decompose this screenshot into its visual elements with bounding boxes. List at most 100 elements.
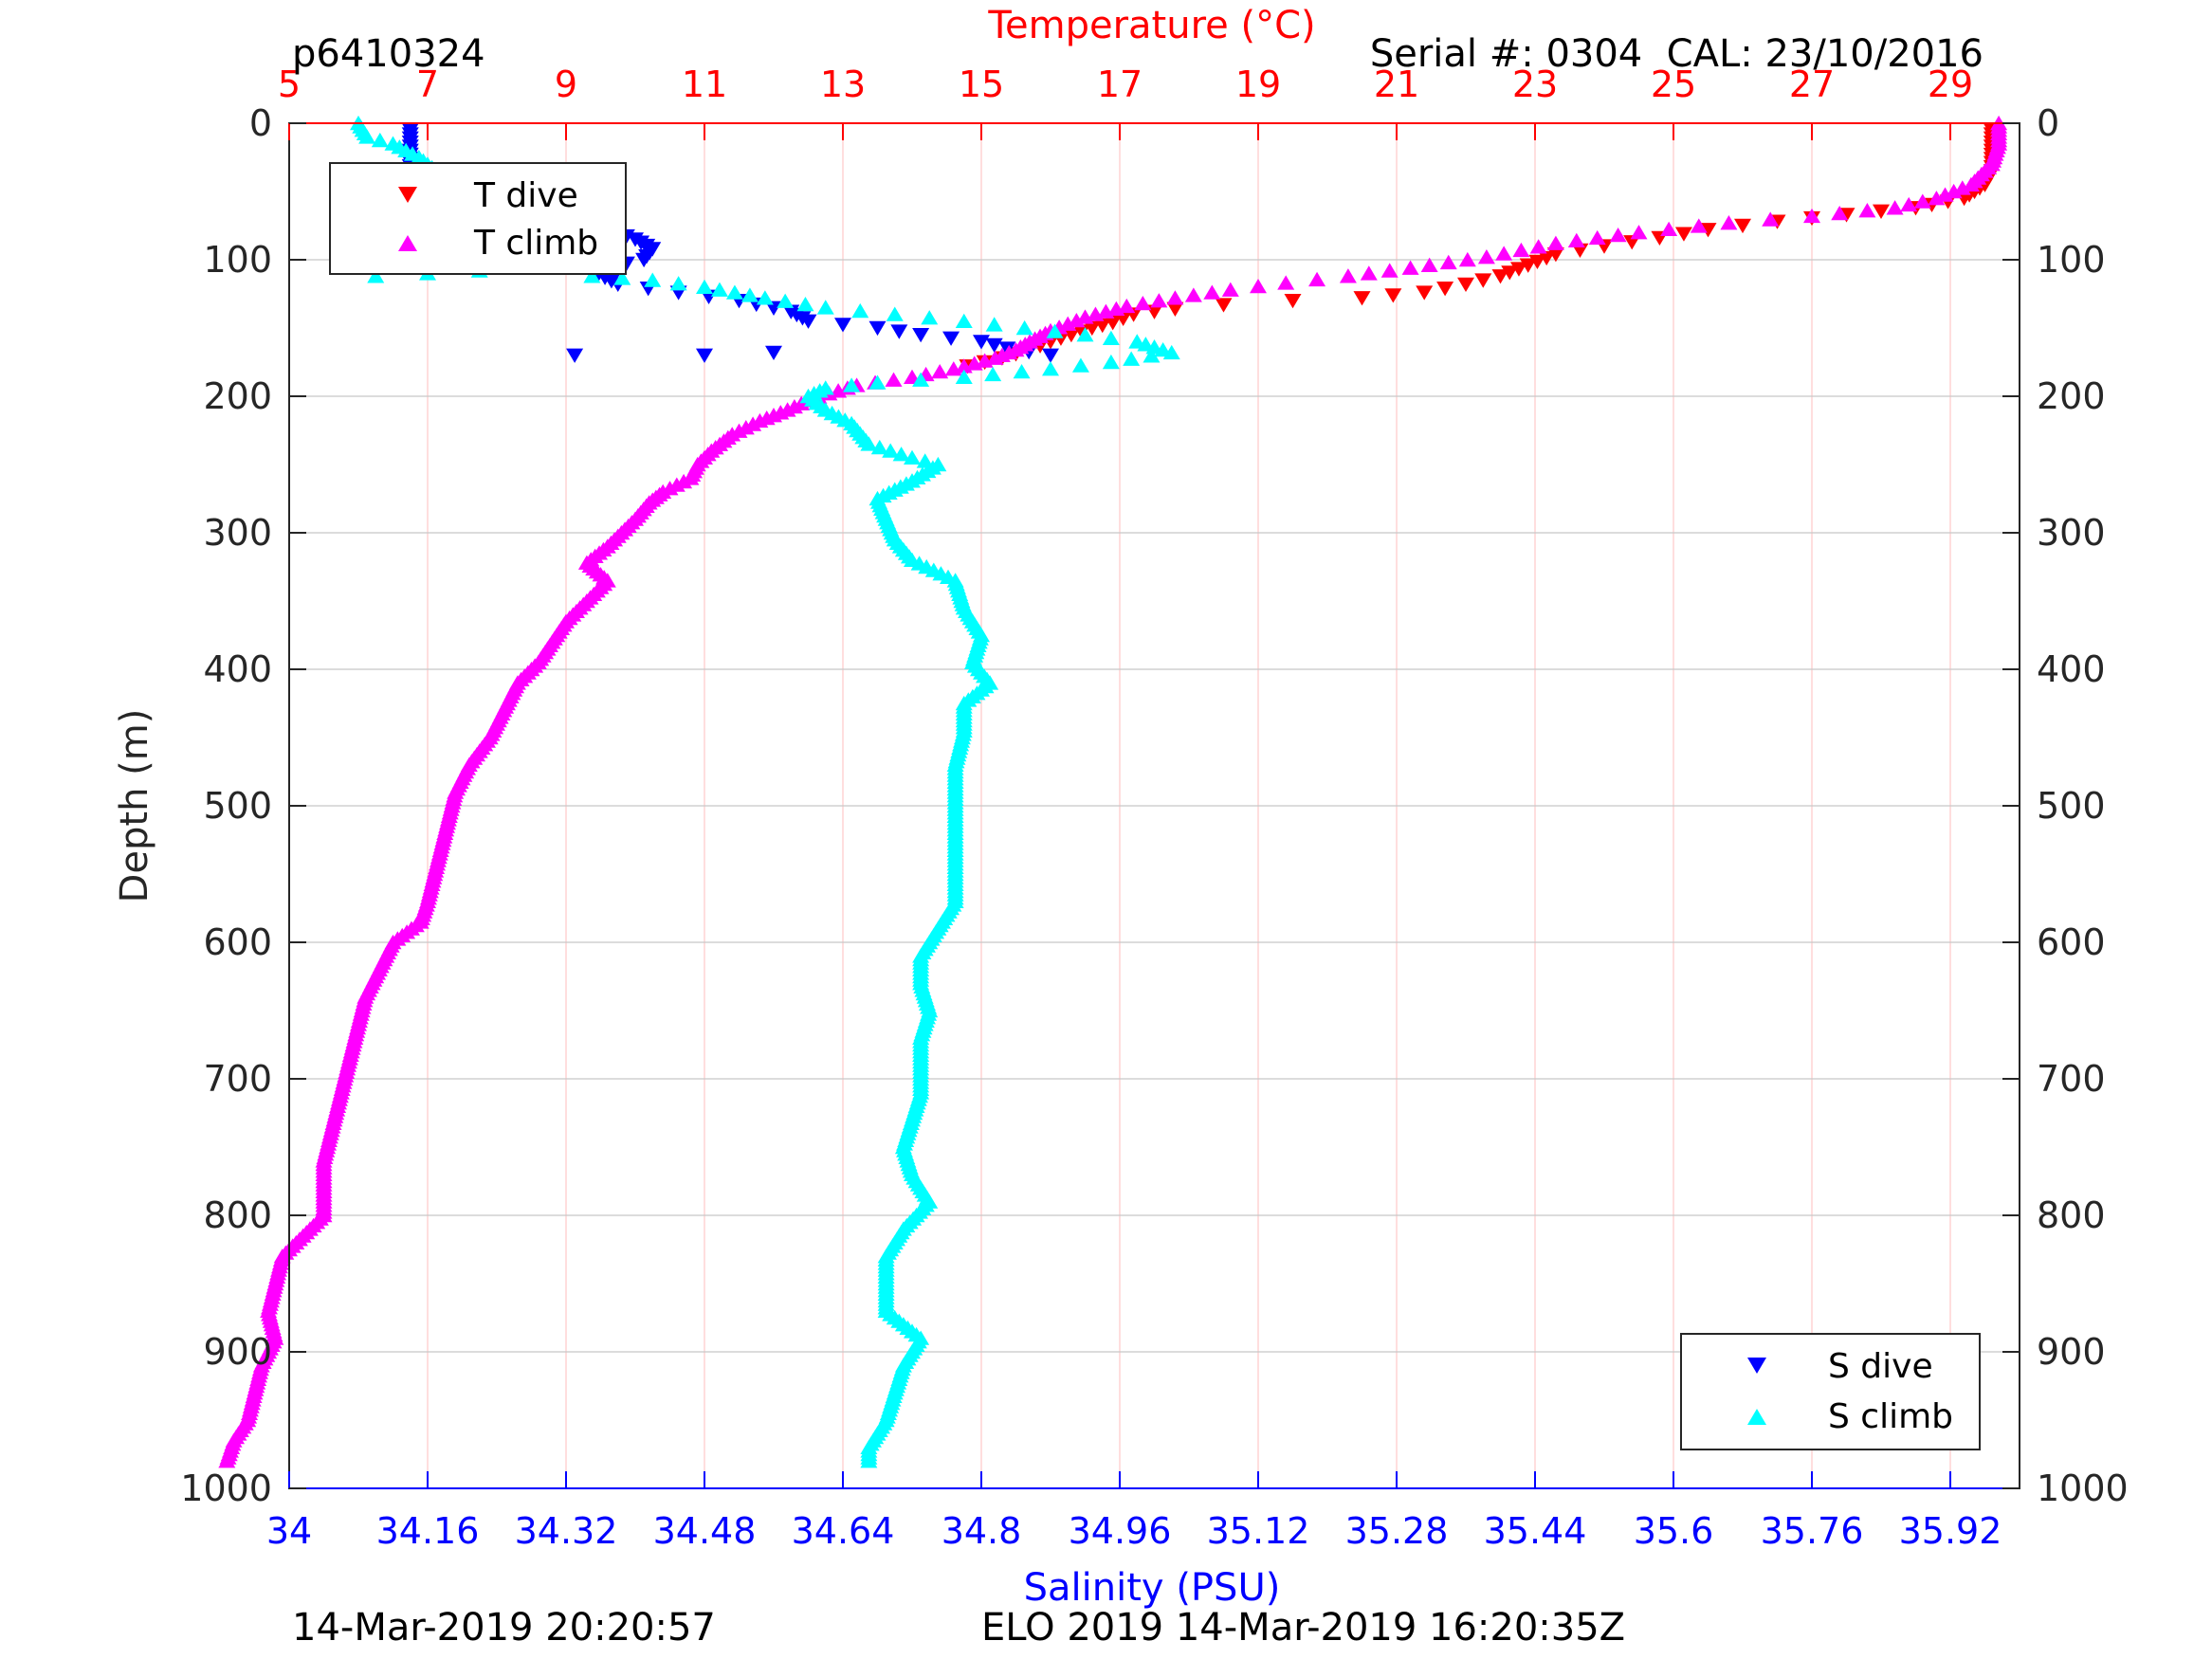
depth-tick-label-right: 800 [2037, 1194, 2106, 1236]
t-dive-point [1457, 277, 1474, 293]
t-dive-point [1474, 273, 1492, 288]
s-dive-point [912, 328, 930, 343]
temperature-axis-title: Temperature (°C) [987, 4, 1315, 47]
temperature-tick-label: 5 [278, 64, 301, 105]
temperature-tick-label: 29 [1928, 64, 1973, 105]
temperature-tick-label: 25 [1651, 64, 1696, 105]
t-climb-point [1720, 215, 1738, 230]
salinity-axis-title: Salinity (PSU) [1024, 1566, 1281, 1610]
t-climb-point [1401, 260, 1419, 275]
s-climb-point [367, 268, 385, 283]
salinity-tick-label: 35.44 [1484, 1510, 1587, 1552]
temperature-tick-label: 13 [820, 64, 866, 105]
series-t-climb [218, 115, 2008, 1468]
depth-tick-label-left: 800 [203, 1194, 272, 1236]
t-climb-point [1277, 275, 1295, 290]
s-climb-point [1162, 344, 1180, 360]
t-climb-point [931, 363, 949, 379]
t-climb-point [1495, 246, 1513, 261]
legend-temperature-box [329, 162, 627, 275]
depth-tick-label-left: 700 [203, 1058, 272, 1100]
t-climb-point [1360, 265, 1378, 281]
salinity-tick-label: 35.28 [1345, 1510, 1449, 1552]
salinity-tick-label: 35.12 [1207, 1510, 1310, 1552]
s-climb-point [358, 129, 376, 144]
s-climb-point [1123, 351, 1141, 366]
s-climb-point [892, 447, 910, 462]
depth-tick-label-left: 200 [203, 375, 272, 417]
t-climb-point [1477, 249, 1495, 264]
s-dive-point [942, 331, 960, 346]
t-climb-point [830, 383, 848, 398]
legend-t-climb-label: T climb [473, 224, 598, 263]
serial-calibration: Serial #: 0304 CAL: 23/10/2016 [1370, 32, 1983, 76]
t-climb-point [1150, 293, 1168, 308]
salinity-tick-label: 34.8 [941, 1510, 1022, 1552]
t-climb-point [1439, 254, 1457, 270]
t-climb-point [965, 356, 983, 371]
t-climb-point [1609, 227, 1627, 243]
depth-tick-label-right: 1000 [2037, 1468, 2129, 1509]
temperature-tick-label: 19 [1235, 64, 1281, 105]
s-dive-point [1042, 348, 1059, 363]
s-climb-point [886, 306, 904, 321]
s-climb-point [921, 310, 939, 325]
s-climb-point [1042, 361, 1059, 376]
footer-mission: ELO 2019 14-Mar-2019 16:20:35Z [981, 1606, 1625, 1650]
temperature-tick-label: 27 [1789, 64, 1835, 105]
t-climb-point [1339, 268, 1357, 283]
s-dive-point [696, 348, 713, 363]
t-dive-point [1519, 258, 1537, 273]
s-climb-point [1046, 323, 1064, 338]
t-dive-point [1528, 254, 1546, 270]
depth-tick-label-left: 1000 [180, 1468, 272, 1509]
t-climb-point [1588, 229, 1606, 246]
s-dive-point [890, 324, 908, 339]
t-climb-point [1858, 203, 1876, 218]
s-climb-point [796, 296, 814, 312]
s-climb-point [870, 439, 888, 455]
s-climb-point [868, 374, 887, 390]
t-dive-point [1284, 294, 1302, 309]
s-dive-point [973, 335, 990, 350]
t-climb-point [1118, 298, 1136, 314]
salinity-tick-label: 35.6 [1634, 1510, 1714, 1552]
legend-s-dive-label: S dive [1828, 1347, 1933, 1386]
salinity-tick-label: 34.64 [792, 1510, 895, 1552]
s-climb-point [955, 369, 973, 385]
s-climb-point [1143, 348, 1161, 363]
s-climb-point [1102, 354, 1120, 370]
depth-axis-title: Depth (m) [113, 709, 156, 903]
t-climb-point [976, 353, 994, 368]
t-climb-point [1529, 239, 1547, 254]
s-climb-point [860, 436, 878, 451]
salinity-tick-label: 34.16 [376, 1510, 480, 1552]
salinity-tick-label: 34 [266, 1510, 312, 1552]
depth-tick-label-right: 100 [2037, 239, 2106, 281]
t-climb-point [1458, 251, 1476, 267]
depth-tick-label-right: 400 [2037, 648, 2106, 690]
s-climb-point [984, 366, 1002, 382]
t-climb-point [1900, 196, 1918, 212]
s-dive-point [765, 345, 782, 361]
depth-tick-label-left: 100 [203, 239, 272, 281]
depth-tick-label-right: 500 [2037, 785, 2106, 827]
t-climb-point [1184, 287, 1202, 302]
t-dive-point [1699, 223, 1717, 238]
s-climb-point [1102, 330, 1120, 345]
salinity-tick-label: 34.48 [653, 1510, 757, 1552]
series-layer [218, 115, 2008, 1468]
t-climb-point [885, 372, 903, 387]
t-climb-point [218, 1453, 236, 1468]
s-dive-point [868, 320, 887, 337]
t-dive-point [1384, 288, 1402, 303]
salinity-tick-label: 34.32 [515, 1510, 618, 1552]
t-climb-point [1512, 242, 1530, 258]
legend-s-climb-marker [1747, 1409, 1766, 1425]
depth-tick-label-left: 500 [203, 785, 272, 827]
s-climb-point [985, 317, 1003, 332]
legend-s-dive-marker [1747, 1358, 1766, 1374]
depth-tick-label-right: 700 [2037, 1058, 2106, 1100]
s-climb-point [904, 449, 921, 465]
temperature-tick-label: 21 [1374, 64, 1419, 105]
